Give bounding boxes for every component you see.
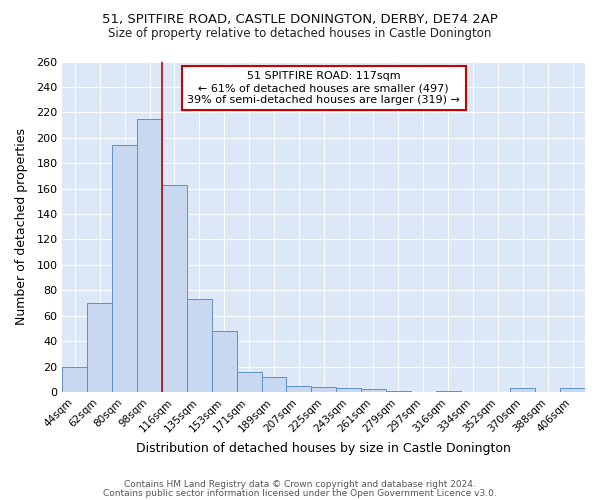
Y-axis label: Number of detached properties: Number of detached properties [15, 128, 28, 325]
Bar [162, 185, 187, 392]
Text: Contains public sector information licensed under the Open Government Licence v3: Contains public sector information licen… [103, 489, 497, 498]
Bar [286, 386, 311, 392]
Bar [62, 366, 88, 392]
Bar [560, 388, 585, 392]
Bar [511, 388, 535, 392]
Text: 51, SPITFIRE ROAD, CASTLE DONINGTON, DERBY, DE74 2AP: 51, SPITFIRE ROAD, CASTLE DONINGTON, DER… [102, 12, 498, 26]
Text: Contains HM Land Registry data © Crown copyright and database right 2024.: Contains HM Land Registry data © Crown c… [124, 480, 476, 489]
Bar [88, 303, 112, 392]
Bar [112, 146, 137, 392]
Bar [436, 390, 461, 392]
Bar [336, 388, 361, 392]
Bar [361, 390, 386, 392]
Text: 51 SPITFIRE ROAD: 117sqm
← 61% of detached houses are smaller (497)
39% of semi-: 51 SPITFIRE ROAD: 117sqm ← 61% of detach… [187, 72, 460, 104]
Bar [212, 331, 236, 392]
Bar [311, 387, 336, 392]
Bar [236, 372, 262, 392]
Bar [187, 299, 212, 392]
Bar [386, 390, 411, 392]
Text: Size of property relative to detached houses in Castle Donington: Size of property relative to detached ho… [109, 28, 491, 40]
Bar [262, 376, 286, 392]
X-axis label: Distribution of detached houses by size in Castle Donington: Distribution of detached houses by size … [136, 442, 511, 455]
Bar [137, 118, 162, 392]
